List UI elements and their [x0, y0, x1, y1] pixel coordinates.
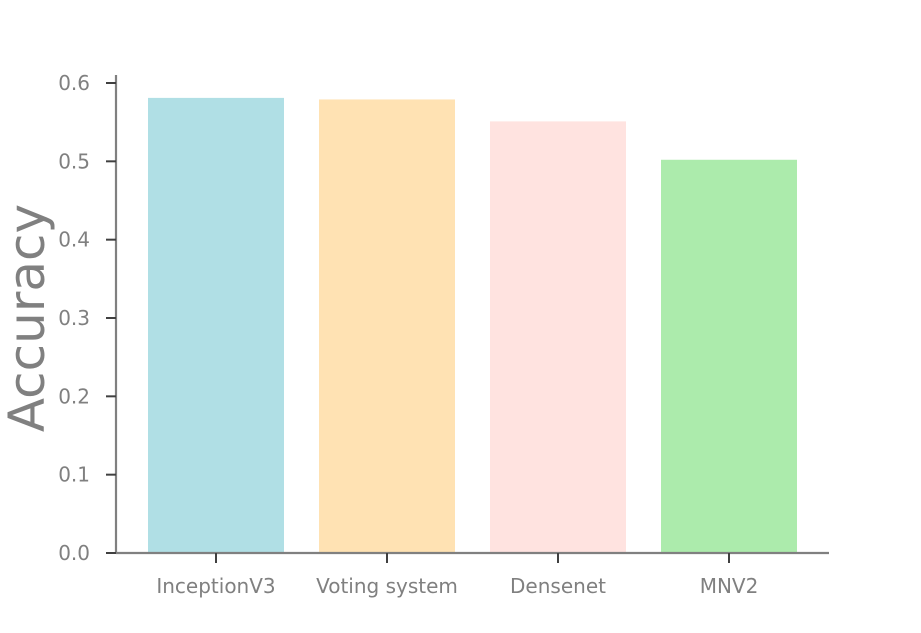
y-ticks-group: 0.0 0.1 0.2 0.3 0.4 0.5 0.6	[58, 71, 116, 565]
axes-group	[114, 75, 829, 555]
y-axis-title: Accuracy	[0, 204, 56, 432]
x-tick-label: Voting system	[316, 574, 458, 598]
bar-voting-system	[319, 99, 455, 553]
bar-mnv2	[661, 159, 797, 553]
y-tick-label: 0.4	[58, 228, 90, 252]
x-tick-label: Densenet	[510, 574, 606, 598]
bar-inceptionv3	[148, 97, 284, 553]
y-tick-label: 0.2	[58, 384, 90, 408]
bar-densenet	[490, 121, 626, 553]
x-tick-label: InceptionV3	[156, 574, 275, 598]
x-ticks-group: InceptionV3 Voting system Densenet MNV2	[156, 553, 758, 598]
x-tick-label: MNV2	[700, 574, 759, 598]
y-tick-label: 0.5	[58, 149, 90, 173]
bars-group	[148, 97, 797, 553]
y-tick-label: 0.0	[58, 541, 90, 565]
y-tick-label: 0.6	[58, 71, 90, 95]
y-tick-label: 0.3	[58, 306, 90, 330]
y-tick-label: 0.1	[58, 463, 90, 487]
